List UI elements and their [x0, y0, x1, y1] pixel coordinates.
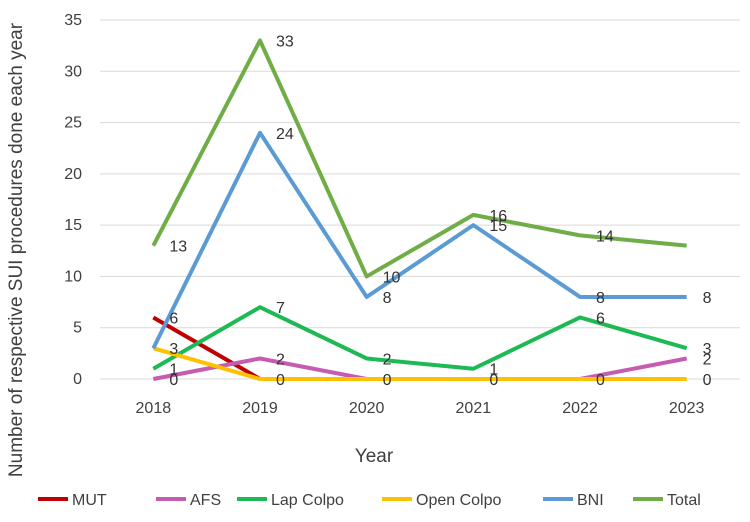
series-line-total — [151, 38, 687, 279]
legend-label: Total — [667, 492, 701, 509]
data-label: 7 — [276, 300, 285, 317]
data-label: 0 — [489, 372, 498, 389]
data-label: 6 — [169, 310, 178, 327]
x-tick-label: 2019 — [242, 400, 278, 417]
y-axis-title: Number of respective SUI procedures done… — [6, 22, 27, 477]
data-label: 33 — [276, 34, 294, 51]
legend-label: Lap Colpo — [271, 492, 344, 509]
legend-label: AFS — [190, 492, 221, 509]
data-label: 3 — [703, 341, 712, 358]
data-label: 1 — [489, 362, 498, 379]
y-tick-label: 0 — [73, 371, 82, 388]
legend-label: MUT — [72, 492, 107, 509]
data-label: 0 — [596, 372, 605, 389]
data-label: 2 — [703, 351, 712, 368]
data-label: 1 — [169, 362, 178, 379]
legend-label: Open Colpo — [416, 492, 501, 509]
data-label: 3 — [169, 341, 178, 358]
x-tick-label: 2020 — [349, 400, 385, 417]
data-label: 10 — [383, 269, 401, 286]
data-label: 0 — [169, 372, 178, 389]
data-label: 13 — [169, 239, 187, 256]
y-tick-label: 25 — [64, 115, 82, 132]
y-tick-label: 5 — [73, 320, 82, 337]
y-tick-label: 10 — [64, 268, 82, 285]
data-label: 8 — [703, 290, 712, 307]
data-label: 16 — [489, 208, 507, 225]
y-tick-label: 20 — [64, 166, 82, 183]
y-tick-label: 35 — [64, 12, 82, 29]
x-tick-label: 2018 — [136, 400, 172, 417]
data-label: 14 — [596, 228, 614, 245]
x-tick-label: 2022 — [562, 400, 598, 417]
x-axis-title: Year — [355, 446, 394, 467]
series-line-bni — [151, 130, 687, 350]
data-label: 0 — [276, 372, 285, 389]
series-line-lap-colpo — [152, 305, 688, 371]
data-label: 6 — [596, 310, 605, 327]
series-line-mut — [152, 315, 261, 381]
data-label: 0 — [703, 372, 712, 389]
series-line-open-colpo — [152, 346, 687, 381]
y-tick-label: 30 — [64, 63, 82, 80]
data-label: 24 — [276, 126, 294, 143]
x-tick-label: 2021 — [456, 400, 492, 417]
legend-label: BNI — [577, 492, 604, 509]
data-label: 2 — [383, 351, 392, 368]
data-label: 15 — [489, 218, 507, 235]
y-tick-label: 15 — [64, 217, 82, 234]
x-tick-label: 2023 — [669, 400, 705, 417]
data-label: 2 — [276, 351, 285, 368]
data-label: 8 — [383, 290, 392, 307]
data-label: 0 — [383, 372, 392, 389]
data-label: 8 — [596, 290, 605, 307]
